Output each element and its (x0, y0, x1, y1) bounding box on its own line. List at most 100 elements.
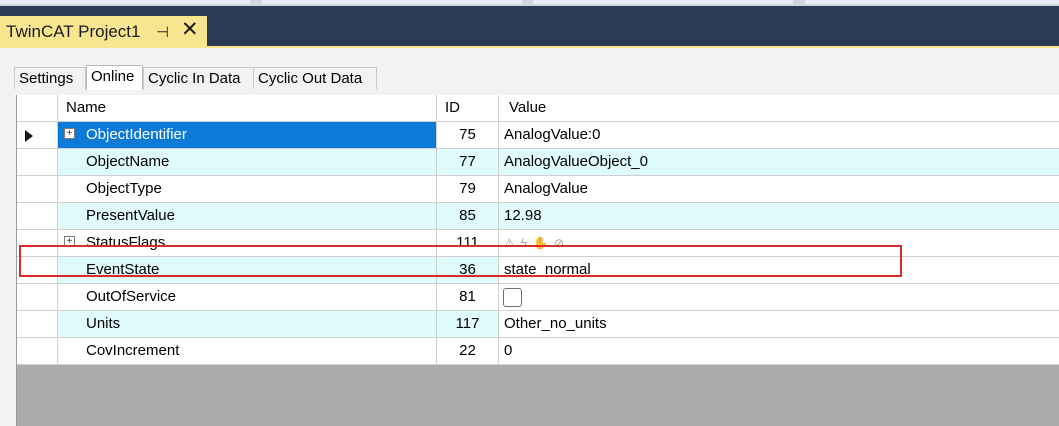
table-row[interactable]: PresentValue 85 12.98 (17, 203, 1059, 230)
property-name: StatusFlags (86, 234, 166, 251)
property-value-cell[interactable]: AnalogValue:0 (499, 122, 1059, 149)
column-header-id-label: ID (445, 99, 460, 116)
out-of-service-checkbox[interactable] (503, 288, 522, 307)
property-name: EventState (86, 261, 160, 278)
property-value: AnalogValue (504, 180, 588, 197)
editor-panel: Settings Online Cyclic In Data Cyclic Ou… (0, 46, 1059, 426)
property-value-cell[interactable]: state_normal (499, 257, 1059, 284)
current-row-arrow-icon (25, 130, 33, 142)
table-row[interactable]: Units 117 Other_no_units (17, 311, 1059, 338)
property-value: state_normal (504, 261, 591, 278)
row-selector[interactable] (17, 284, 58, 311)
property-id: 117 (455, 315, 480, 332)
property-name-cell[interactable]: ObjectName (58, 149, 437, 176)
property-name-cell[interactable]: + ObjectIdentifier (58, 122, 437, 149)
row-selector[interactable] (17, 311, 58, 338)
pin-icon[interactable]: ⊣ (156, 24, 170, 41)
property-value: 12.98 (504, 207, 542, 224)
property-name: ObjectType (86, 180, 162, 197)
table-row[interactable]: EventState 36 state_normal (17, 257, 1059, 284)
property-name-cell[interactable]: CovIncrement (58, 338, 437, 365)
warning-icon: ⚠ (504, 236, 521, 250)
column-header-name[interactable]: Name (58, 95, 437, 122)
expand-icon[interactable]: + (64, 128, 75, 139)
column-header-name-label: Name (66, 99, 107, 116)
table-row[interactable]: ObjectType 79 AnalogValue (17, 176, 1059, 203)
grid-empty-area (17, 365, 1059, 426)
property-value-cell[interactable]: AnalogValueObject_0 (499, 149, 1059, 176)
property-name-cell[interactable]: Units (58, 311, 437, 338)
table-row[interactable]: + ObjectIdentifier 75 AnalogValue:0 (17, 122, 1059, 149)
table-row[interactable]: ObjectName 77 AnalogValueObject_0 (17, 149, 1059, 176)
expand-icon[interactable]: + (64, 236, 75, 247)
table-row[interactable]: + StatusFlags 111 ⚠ϟ✋⊘ (17, 230, 1059, 257)
property-name: OutOfService (86, 288, 177, 305)
top-strip-segment (805, 0, 1059, 4)
hand-override-icon: ✋ (533, 236, 555, 250)
property-name-cell[interactable]: OutOfService (58, 284, 437, 311)
property-name-cell[interactable]: EventState (58, 257, 437, 284)
property-id-cell: 77 (437, 149, 499, 176)
property-id-cell: 22 (437, 338, 499, 365)
property-name-cell[interactable]: PresentValue (58, 203, 437, 230)
column-header-id[interactable]: ID (437, 95, 499, 122)
row-selector[interactable] (17, 230, 58, 257)
property-value: Other_no_units (504, 315, 607, 332)
tab-online[interactable]: Online (86, 65, 143, 90)
grid-header: Name ID Value (17, 95, 1059, 122)
row-selector[interactable] (17, 338, 58, 365)
table-row[interactable]: CovIncrement 22 0 (17, 338, 1059, 365)
property-value-cell[interactable]: Other_no_units (499, 311, 1059, 338)
row-selector[interactable] (17, 122, 58, 149)
property-value: AnalogValueObject_0 (504, 153, 648, 170)
property-id-cell: 85 (437, 203, 499, 230)
property-value-cell[interactable]: ⚠ϟ✋⊘ (499, 230, 1059, 257)
top-strip-segment (262, 0, 522, 4)
property-name-cell[interactable]: + StatusFlags (58, 230, 437, 257)
tab-cyclic-out-data[interactable]: Cyclic Out Data (253, 67, 377, 89)
close-icon[interactable]: ✕ (181, 18, 199, 41)
row-selector[interactable] (17, 149, 58, 176)
document-tab-title: TwinCAT Project1 (6, 22, 141, 41)
property-id-cell: 81 (437, 284, 499, 311)
property-name: PresentValue (86, 207, 175, 224)
row-selector[interactable] (17, 257, 58, 284)
column-header-value-label: Value (509, 99, 547, 116)
document-tab[interactable]: TwinCAT Project1 ⊣ ✕ (0, 16, 207, 46)
fault-icon: ϟ (520, 236, 534, 250)
property-value-cell[interactable]: 12.98 (499, 203, 1059, 230)
status-flags-icons: ⚠ϟ✋⊘ (504, 230, 570, 256)
property-name: ObjectIdentifier (86, 126, 187, 143)
property-name: CovIncrement (86, 342, 180, 359)
property-id: 81 (459, 288, 476, 305)
property-id-cell: 36 (437, 257, 499, 284)
tab-settings[interactable]: Settings (14, 67, 86, 89)
property-id: 85 (459, 207, 476, 224)
top-strip-segment (0, 0, 250, 4)
property-id: 79 (459, 180, 476, 197)
property-name-cell[interactable]: ObjectType (58, 176, 437, 203)
property-value-cell[interactable]: 0 (499, 338, 1059, 365)
out-of-service-icon: ⊘ (554, 236, 571, 250)
table-row[interactable]: OutOfService 81 (17, 284, 1059, 311)
window-top-strip (0, 0, 1059, 6)
property-value: AnalogValue:0 (504, 126, 601, 143)
property-id-cell: 75 (437, 122, 499, 149)
property-name: ObjectName (86, 153, 170, 170)
header-selector-cell (17, 95, 58, 122)
property-id: 77 (459, 153, 476, 170)
property-value-cell (499, 284, 1059, 311)
property-value: 0 (504, 342, 513, 359)
property-id-cell: 111 (437, 230, 499, 257)
row-selector[interactable] (17, 176, 58, 203)
property-id: 36 (459, 261, 476, 278)
property-id: 111 (456, 234, 479, 251)
property-value-cell[interactable]: AnalogValue (499, 176, 1059, 203)
row-selector[interactable] (17, 203, 58, 230)
top-strip-segment (533, 0, 793, 4)
property-id-cell: 117 (437, 311, 499, 338)
column-header-value[interactable]: Value (499, 95, 1059, 122)
tab-cyclic-in-data[interactable]: Cyclic In Data (143, 67, 254, 89)
property-id: 75 (459, 126, 476, 143)
property-grid: Name ID Value + ObjectIdentifier 75 Anal… (16, 95, 1059, 426)
